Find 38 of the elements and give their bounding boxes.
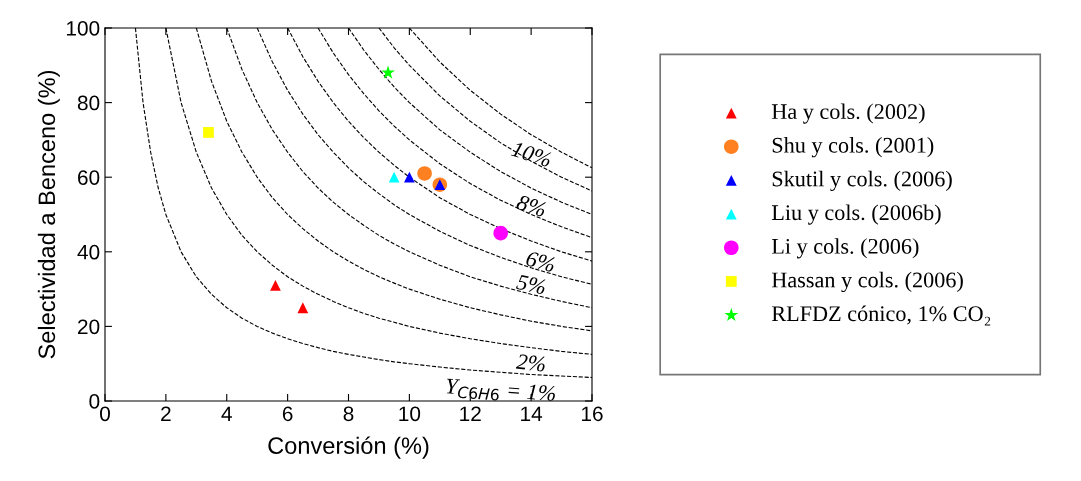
legend-label: Hassan y cols. (2006) — [771, 271, 963, 293]
point — [203, 127, 214, 138]
point — [297, 302, 309, 314]
point — [404, 171, 415, 183]
x-tick-label: 0 — [100, 406, 110, 422]
annotation: 5% — [515, 274, 547, 295]
y-tick-label: 80 — [77, 95, 100, 111]
x-tick-label: 12 — [460, 406, 481, 421]
y-tick-label: 60 — [78, 170, 100, 185]
y-tick-label: 20 — [78, 319, 100, 335]
point — [388, 171, 400, 183]
point — [270, 279, 281, 291]
x-axis-title: Conversión (%) — [268, 436, 429, 459]
annotation: 2% — [515, 353, 546, 372]
legend-label: Skutil y cols. (2006) — [772, 170, 952, 192]
annotation: 6% — [525, 250, 556, 273]
annotation: 8% — [515, 194, 547, 218]
legend-label: Liu y cols. (2006b) — [771, 204, 941, 225]
y-tick-label: 100 — [66, 21, 100, 36]
annotation: Y$_{C6H6}$ = 1% — [445, 378, 556, 405]
x-tick-label: 4 — [221, 406, 232, 421]
point — [417, 166, 432, 181]
x-tick-label: 14 — [521, 406, 543, 421]
point — [493, 225, 508, 241]
legend-label: Ha y cols. (2002) — [771, 103, 925, 124]
x-tick-label: 16 — [582, 406, 603, 422]
y-axis-title: Selectividad a Benceno (%) — [37, 70, 60, 359]
x-tick-label: 6 — [282, 406, 293, 422]
x-tick-label: 10 — [399, 406, 421, 422]
y-tick-label: 0 — [89, 394, 100, 409]
point — [381, 65, 395, 79]
y-tick-label: 40 — [77, 244, 100, 260]
annotation: 10% — [510, 141, 553, 168]
x-tick-label: 2 — [161, 406, 171, 421]
legend-label: Shu y cols. (2001) — [772, 137, 934, 158]
x-tick-label: 8 — [343, 406, 354, 422]
legend-label: Li y cols. (2006) — [771, 238, 919, 259]
legend-label: RLFDZ cónico, 1% CO₂ — [771, 305, 991, 326]
